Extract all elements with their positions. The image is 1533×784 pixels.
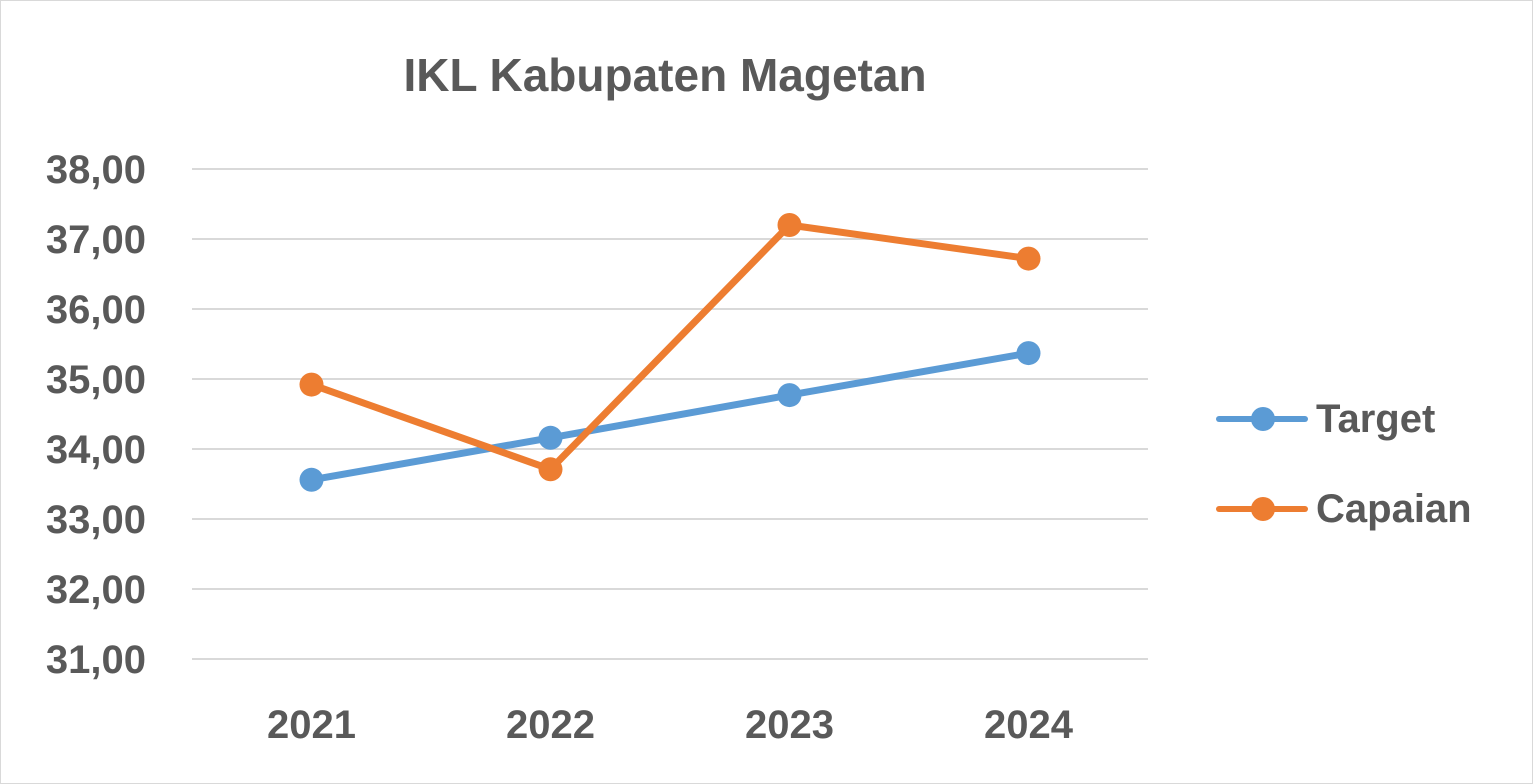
y-axis-tick-labels: 31,00 32,00 33,00 34,00 35,00 36,00 37,00 38,00	[46, 148, 146, 682]
legend-label-target: Target	[1316, 396, 1436, 441]
y-tick-label: 35,00	[46, 358, 146, 402]
series-lines	[299, 213, 1041, 492]
x-tick-label: 2022	[506, 703, 595, 747]
legend: Target Capaian	[1212, 374, 1472, 554]
data-point-target	[1016, 341, 1041, 366]
x-tick-label: 2023	[745, 703, 834, 747]
y-tick-label: 38,00	[46, 148, 146, 192]
data-point-target	[777, 383, 802, 408]
data-point-capaian	[1016, 246, 1041, 271]
y-tick-label: 37,00	[46, 218, 146, 262]
chart-title: IKL Kabupaten Magetan	[403, 49, 927, 101]
legend-label-capaian: Capaian	[1316, 486, 1472, 531]
legend-swatch-capaian	[1212, 497, 1312, 521]
legend-item-target: Target	[1212, 374, 1472, 464]
data-point-capaian	[777, 213, 802, 237]
data-point-capaian	[538, 457, 563, 482]
x-tick-label: 2024	[984, 703, 1074, 747]
x-axis-tick-labels: 2021 2022 2023 2024	[267, 703, 1074, 747]
data-point-target	[538, 425, 563, 450]
data-point-target	[299, 467, 324, 492]
y-tick-label: 34,00	[46, 428, 146, 472]
x-tick-label: 2021	[267, 703, 356, 747]
data-point-capaian	[299, 372, 324, 397]
y-tick-label: 31,00	[46, 638, 146, 682]
series-line-target	[308, 349, 1032, 484]
legend-swatch-target	[1212, 407, 1312, 431]
y-tick-label: 32,00	[46, 568, 146, 612]
gridlines	[192, 168, 1148, 660]
y-tick-label: 33,00	[46, 498, 146, 542]
legend-item-capaian: Capaian	[1212, 464, 1472, 554]
y-tick-label: 36,00	[46, 288, 146, 332]
series-line-capaian	[308, 221, 1032, 473]
